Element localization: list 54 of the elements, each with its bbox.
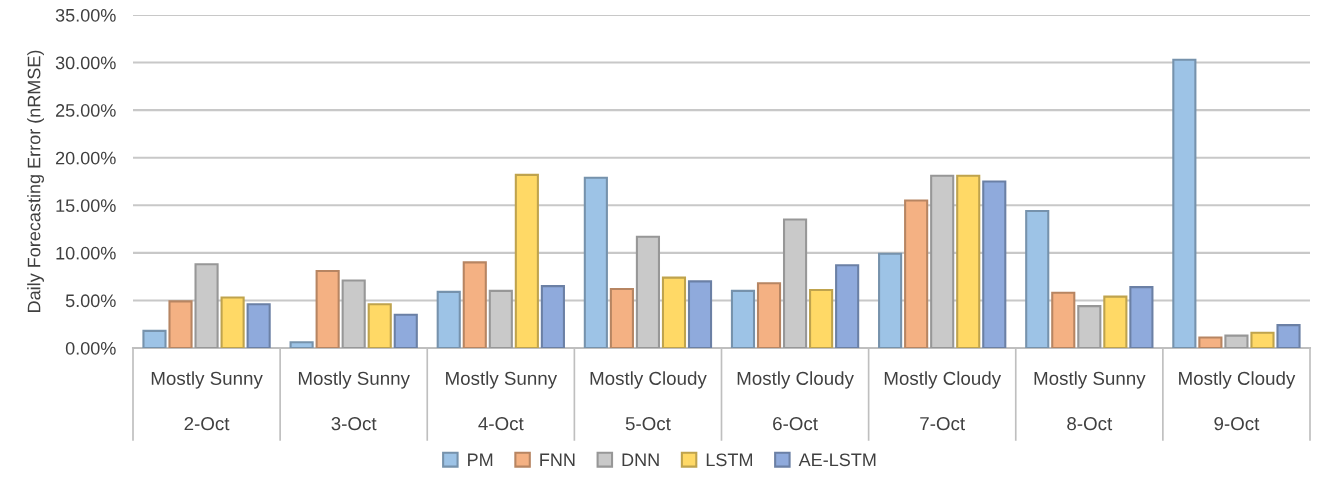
bar	[904, 199, 929, 348]
bar	[1129, 286, 1154, 348]
legend-label: FNN	[540, 453, 575, 466]
category-label: Mostly Cloudy 6-Oct	[737, 371, 854, 431]
bar	[142, 329, 167, 348]
bar	[246, 303, 271, 348]
category-label: Mostly Sunny 8-Oct	[1034, 371, 1146, 431]
bar	[982, 180, 1007, 348]
bar	[756, 282, 782, 348]
bar	[168, 300, 193, 348]
bar	[809, 288, 834, 348]
y-axis-title: Daily Forecasting Error (nRMSE)	[27, 50, 44, 312]
bar	[540, 285, 565, 348]
legend-label: DNN	[622, 453, 659, 466]
bar	[835, 264, 860, 348]
legend-label: AE-LSTM	[798, 453, 876, 467]
bar	[315, 269, 340, 348]
bar	[1025, 209, 1050, 348]
y-tick-label: 5.00%	[65, 294, 116, 308]
y-tick-label: 0.00%	[65, 341, 116, 355]
bar	[367, 303, 392, 348]
bar	[687, 280, 713, 348]
category-label: Mostly Cloudy 5-Oct	[590, 371, 707, 431]
category-label: Mostly Cloudy 7-Oct	[884, 371, 1002, 431]
bar	[583, 176, 608, 348]
y-tick-label: 20.00%	[56, 151, 116, 165]
bar	[661, 276, 687, 348]
bar	[289, 341, 314, 348]
category-label: Mostly Cloudy 9-Oct	[1179, 371, 1296, 431]
bar	[609, 287, 634, 348]
y-tick-label: 25.00%	[56, 104, 116, 117]
category-label: Mostly Sunny 3-Oct	[298, 371, 410, 431]
y-tick-label: 15.00%	[56, 199, 116, 213]
bar	[220, 296, 245, 348]
bar	[1276, 324, 1301, 348]
bar	[514, 173, 539, 348]
category-label: Mostly Sunny 4-Oct	[446, 371, 558, 431]
bar	[878, 252, 903, 348]
bar	[1103, 295, 1128, 348]
bar	[1250, 331, 1275, 348]
y-tick-label: 35.00%	[55, 8, 116, 22]
bar	[436, 290, 461, 348]
bar	[393, 313, 418, 348]
bar	[956, 174, 981, 348]
bar	[1051, 291, 1076, 348]
bar	[1198, 336, 1223, 348]
category-label: Mostly Sunny 2-Oct	[151, 371, 263, 431]
bar	[730, 289, 756, 348]
y-tick-label: 10.00%	[56, 246, 116, 260]
bar	[462, 261, 487, 348]
bar	[1172, 58, 1197, 348]
y-tick-label: 30.00%	[55, 56, 116, 70]
legend-label: PM	[468, 453, 493, 466]
legend-label: LSTM	[706, 453, 752, 467]
